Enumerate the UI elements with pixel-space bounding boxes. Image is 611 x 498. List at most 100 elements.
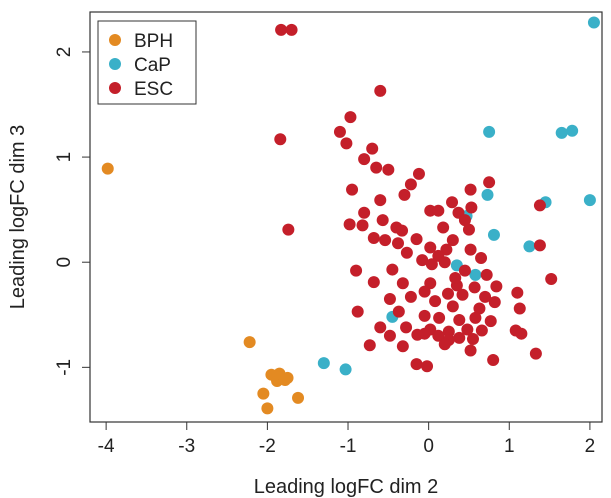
point-esc xyxy=(488,296,501,309)
point-cap xyxy=(587,16,600,29)
point-esc xyxy=(475,252,488,264)
point-esc xyxy=(396,340,409,353)
legend-label-esc: ESC xyxy=(134,79,173,100)
point-esc xyxy=(340,137,353,150)
point-esc xyxy=(412,167,425,180)
point-esc xyxy=(275,23,288,36)
point-esc xyxy=(367,276,380,289)
point-esc xyxy=(383,329,396,342)
point-esc xyxy=(533,199,546,212)
point-esc xyxy=(379,234,392,247)
x-tick-label: 0 xyxy=(423,436,434,457)
point-esc xyxy=(468,281,481,294)
point-esc xyxy=(396,277,409,290)
point-esc xyxy=(479,290,492,303)
x-tick-label: -1 xyxy=(340,436,357,457)
point-cap xyxy=(317,357,330,370)
point-esc xyxy=(458,214,471,227)
point-esc xyxy=(475,324,488,337)
point-esc xyxy=(483,176,496,189)
legend-marker-esc xyxy=(109,82,121,94)
point-bph xyxy=(281,371,294,384)
point-esc xyxy=(490,280,503,293)
point-esc xyxy=(456,288,469,301)
point-esc xyxy=(356,219,369,232)
point-esc xyxy=(446,234,459,247)
point-esc xyxy=(343,218,356,231)
point-cap xyxy=(583,194,596,207)
point-cap xyxy=(481,188,494,201)
point-esc xyxy=(433,311,446,324)
x-tick-label: 1 xyxy=(504,436,515,457)
point-esc xyxy=(438,256,451,269)
point-cap xyxy=(469,268,482,281)
point-esc xyxy=(529,347,542,360)
point-bph xyxy=(243,336,256,349)
point-esc xyxy=(398,188,411,201)
point-esc xyxy=(358,153,371,166)
point-esc xyxy=(382,163,395,176)
x-tick-label: 2 xyxy=(585,436,596,457)
point-esc xyxy=(400,321,413,334)
x-tick-label: -2 xyxy=(259,436,276,457)
point-esc xyxy=(350,264,363,277)
point-esc xyxy=(376,214,389,227)
point-esc xyxy=(440,243,453,256)
point-esc xyxy=(425,258,438,271)
point-esc xyxy=(404,290,417,303)
point-esc xyxy=(458,264,471,277)
point-esc xyxy=(473,302,486,315)
point-esc xyxy=(410,233,423,246)
point-esc xyxy=(374,84,387,97)
point-esc xyxy=(383,293,396,305)
point-esc xyxy=(363,339,376,352)
point-esc xyxy=(437,221,450,234)
point-bph xyxy=(257,387,270,400)
point-esc xyxy=(438,338,451,351)
point-esc xyxy=(432,204,445,217)
y-tick-label: 1 xyxy=(54,152,75,163)
point-esc xyxy=(344,111,357,124)
point-cap xyxy=(566,124,579,137)
point-cap xyxy=(487,228,500,241)
point-esc xyxy=(449,271,462,284)
point-esc xyxy=(515,327,528,340)
point-esc xyxy=(416,254,429,267)
legend-marker-bph xyxy=(109,34,121,46)
point-esc xyxy=(400,246,413,259)
point-esc xyxy=(282,223,295,236)
point-esc xyxy=(446,300,459,313)
y-axis-label: Leading logFC dim 3 xyxy=(7,125,29,310)
point-esc xyxy=(424,241,437,254)
point-esc xyxy=(533,239,546,252)
point-esc xyxy=(513,302,526,315)
point-esc xyxy=(464,243,477,256)
point-esc xyxy=(429,295,442,308)
point-esc xyxy=(446,196,459,209)
axes: -4 -3 -2 -1 0 1 2 -1 0 1 2 xyxy=(54,47,595,457)
point-esc xyxy=(358,206,371,219)
point-esc xyxy=(453,331,466,344)
point-bph xyxy=(101,162,114,175)
point-cap xyxy=(523,240,536,253)
point-esc xyxy=(465,201,478,214)
legend: BPH CaP ESC xyxy=(97,20,197,105)
point-esc xyxy=(421,360,434,373)
legend-label-cap: CaP xyxy=(134,55,171,76)
data-points xyxy=(101,16,600,415)
y-tick-label: -1 xyxy=(54,359,75,376)
point-esc xyxy=(432,329,445,342)
point-esc xyxy=(545,273,558,286)
point-esc xyxy=(274,133,287,146)
point-esc xyxy=(386,263,399,276)
point-esc xyxy=(370,161,383,174)
y-tick-label: 0 xyxy=(54,257,75,268)
point-esc xyxy=(466,332,479,345)
point-cap xyxy=(483,125,496,138)
point-esc xyxy=(511,286,524,299)
point-esc xyxy=(346,183,359,196)
point-cap xyxy=(555,126,568,139)
x-tick-label: -4 xyxy=(98,436,115,457)
point-bph xyxy=(261,402,274,415)
